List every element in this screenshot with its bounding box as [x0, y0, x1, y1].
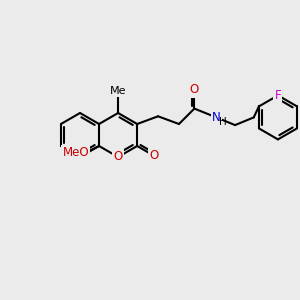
Text: N: N: [212, 111, 221, 124]
Text: MeO: MeO: [62, 146, 89, 159]
Text: O: O: [150, 149, 159, 162]
Text: F: F: [274, 89, 281, 102]
Text: O: O: [190, 83, 199, 96]
Text: Me: Me: [110, 86, 126, 96]
Text: O: O: [113, 151, 123, 164]
Text: H: H: [219, 117, 227, 128]
